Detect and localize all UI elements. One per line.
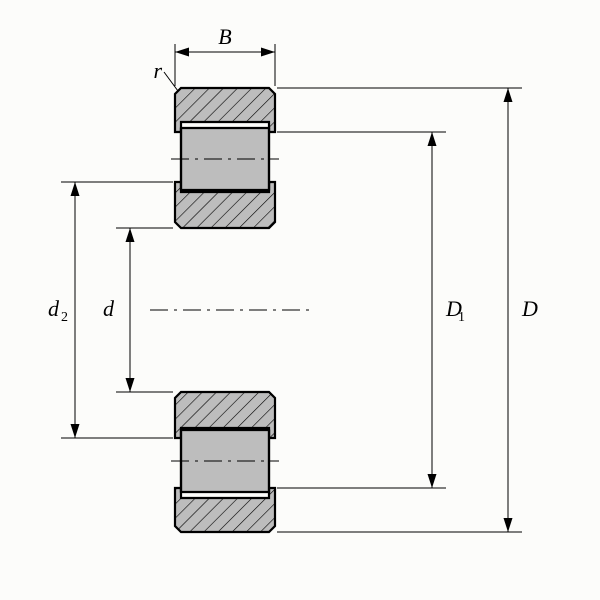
dim-d2-sub: 2 [61, 310, 68, 325]
roller-top [181, 128, 269, 190]
dim-d2-label: d [48, 296, 60, 321]
roller-bottom [181, 430, 269, 492]
dim-D-label: D [521, 296, 538, 321]
outer-ring-top [175, 88, 275, 132]
dim-d-label: d [103, 296, 115, 321]
dim-D1-sub: 1 [458, 310, 465, 325]
outer-ring-bottom [175, 488, 275, 532]
dimension-lines: BrDD1dd2 [48, 24, 538, 532]
dim-B-label: B [218, 24, 231, 49]
label-r: r [153, 58, 162, 83]
bearing-diagram: BrDD1dd2 [0, 0, 600, 600]
